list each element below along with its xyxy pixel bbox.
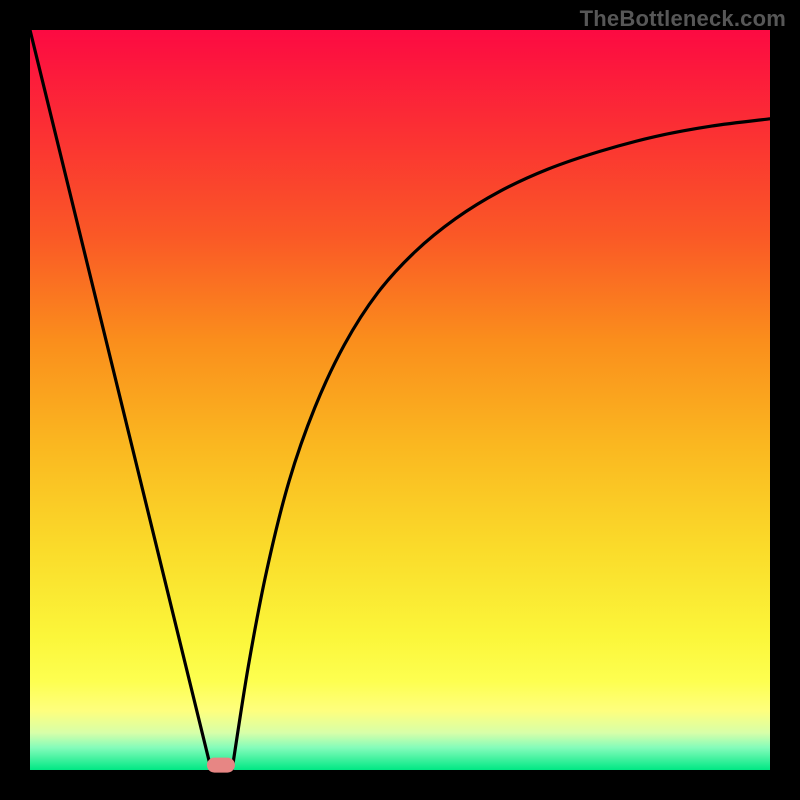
minimum-marker: [207, 757, 235, 772]
curve-layer: [30, 30, 770, 770]
curve-right-branch: [232, 119, 770, 770]
plot-area: [30, 30, 770, 770]
curve-left-branch: [30, 30, 211, 770]
watermark-text: TheBottleneck.com: [580, 6, 786, 32]
chart-frame: TheBottleneck.com: [0, 0, 800, 800]
